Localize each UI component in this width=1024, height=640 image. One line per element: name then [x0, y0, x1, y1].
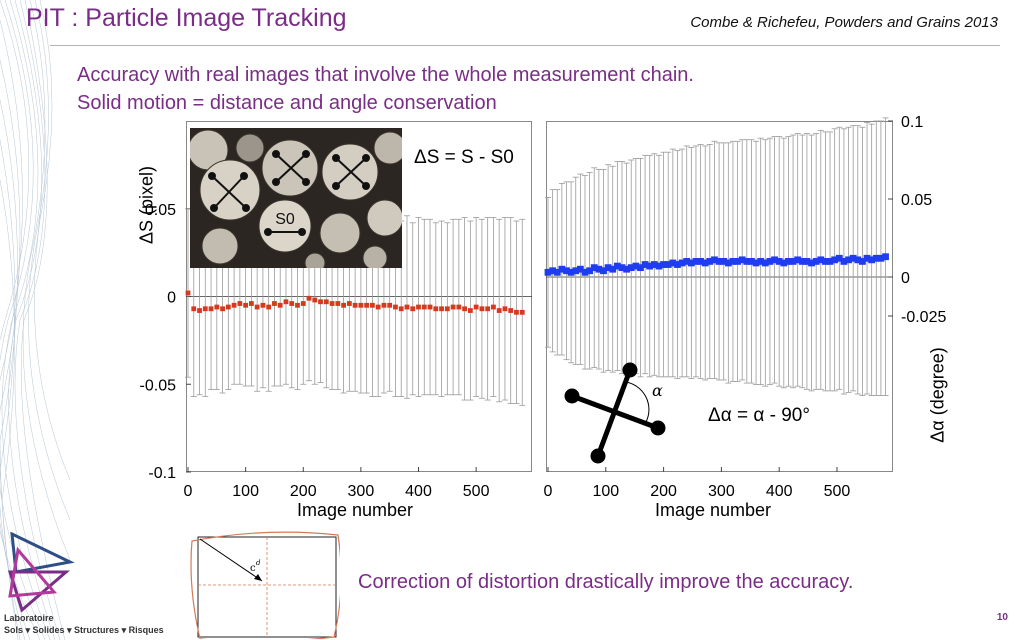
- slide-title: PIT : Particle Image Tracking: [26, 4, 347, 32]
- right-y-tick-label: 0: [901, 270, 910, 287]
- left-y-tick-label: -0.1: [148, 465, 176, 482]
- title-divider: [50, 45, 1000, 46]
- right-x-tick-label: 0: [544, 483, 553, 500]
- right-x-tick-label: 500: [824, 483, 851, 500]
- left-y-tick-label: 0: [167, 290, 176, 307]
- lab-name: Laboratoire: [4, 613, 54, 623]
- intro-line-2: Solid motion = distance and angle conser…: [77, 92, 497, 114]
- right-y-tick-label: 0.05: [901, 192, 932, 209]
- page-number: 10: [996, 612, 1008, 623]
- right-x-tick-label: 300: [708, 483, 735, 500]
- right-x-tick-label: 400: [766, 483, 793, 500]
- left-y-tick-label: -0.05: [140, 377, 177, 394]
- right-x-tick-label: 100: [592, 483, 619, 500]
- citation: Combe & Richefeu, Powders and Grains 201…: [690, 14, 998, 31]
- distortion-label-sup: d: [256, 559, 261, 567]
- left-x-axis-label: Image number: [296, 500, 414, 520]
- decorative-mesh: [0, 0, 70, 640]
- left-x-tick-label: 500: [463, 483, 490, 500]
- angle-diagram: α: [564, 362, 666, 464]
- s0-label: S0: [275, 211, 295, 228]
- left-x-tick-label: 400: [405, 483, 432, 500]
- left-x-tick-label: 0: [184, 483, 193, 500]
- delta-s-formula: ΔS = S - S0: [414, 147, 514, 168]
- intro-line-1: Accuracy with real images that involve t…: [77, 64, 694, 86]
- delta-alpha-formula: Δα = α - 90°: [708, 405, 810, 426]
- left-x-tick-label: 200: [290, 483, 317, 500]
- distortion-label: c: [250, 563, 256, 574]
- conclusion-text: Correction of distortion drastically imp…: [358, 571, 854, 593]
- right-x-axis-label: Image number: [654, 500, 772, 520]
- right-y-tick-label: 0.1: [901, 114, 923, 131]
- right-y-axis-label: Δα (degree): [927, 347, 948, 443]
- alpha-label: α: [652, 381, 663, 400]
- lab-logo: [7, 532, 75, 613]
- right-y-tick-label: -0.025: [901, 309, 946, 326]
- left-x-tick-label: 300: [348, 483, 375, 500]
- distortion-diagram: c d: [190, 531, 340, 639]
- lab-tagline: Sols ▾ Solides ▾ Structures ▾ Risques: [4, 625, 164, 635]
- left-x-tick-label: 100: [232, 483, 259, 500]
- right-x-tick-label: 200: [650, 483, 677, 500]
- grains-photo: S0: [190, 128, 402, 268]
- left-y-axis-label: ΔS (pixel): [136, 165, 157, 245]
